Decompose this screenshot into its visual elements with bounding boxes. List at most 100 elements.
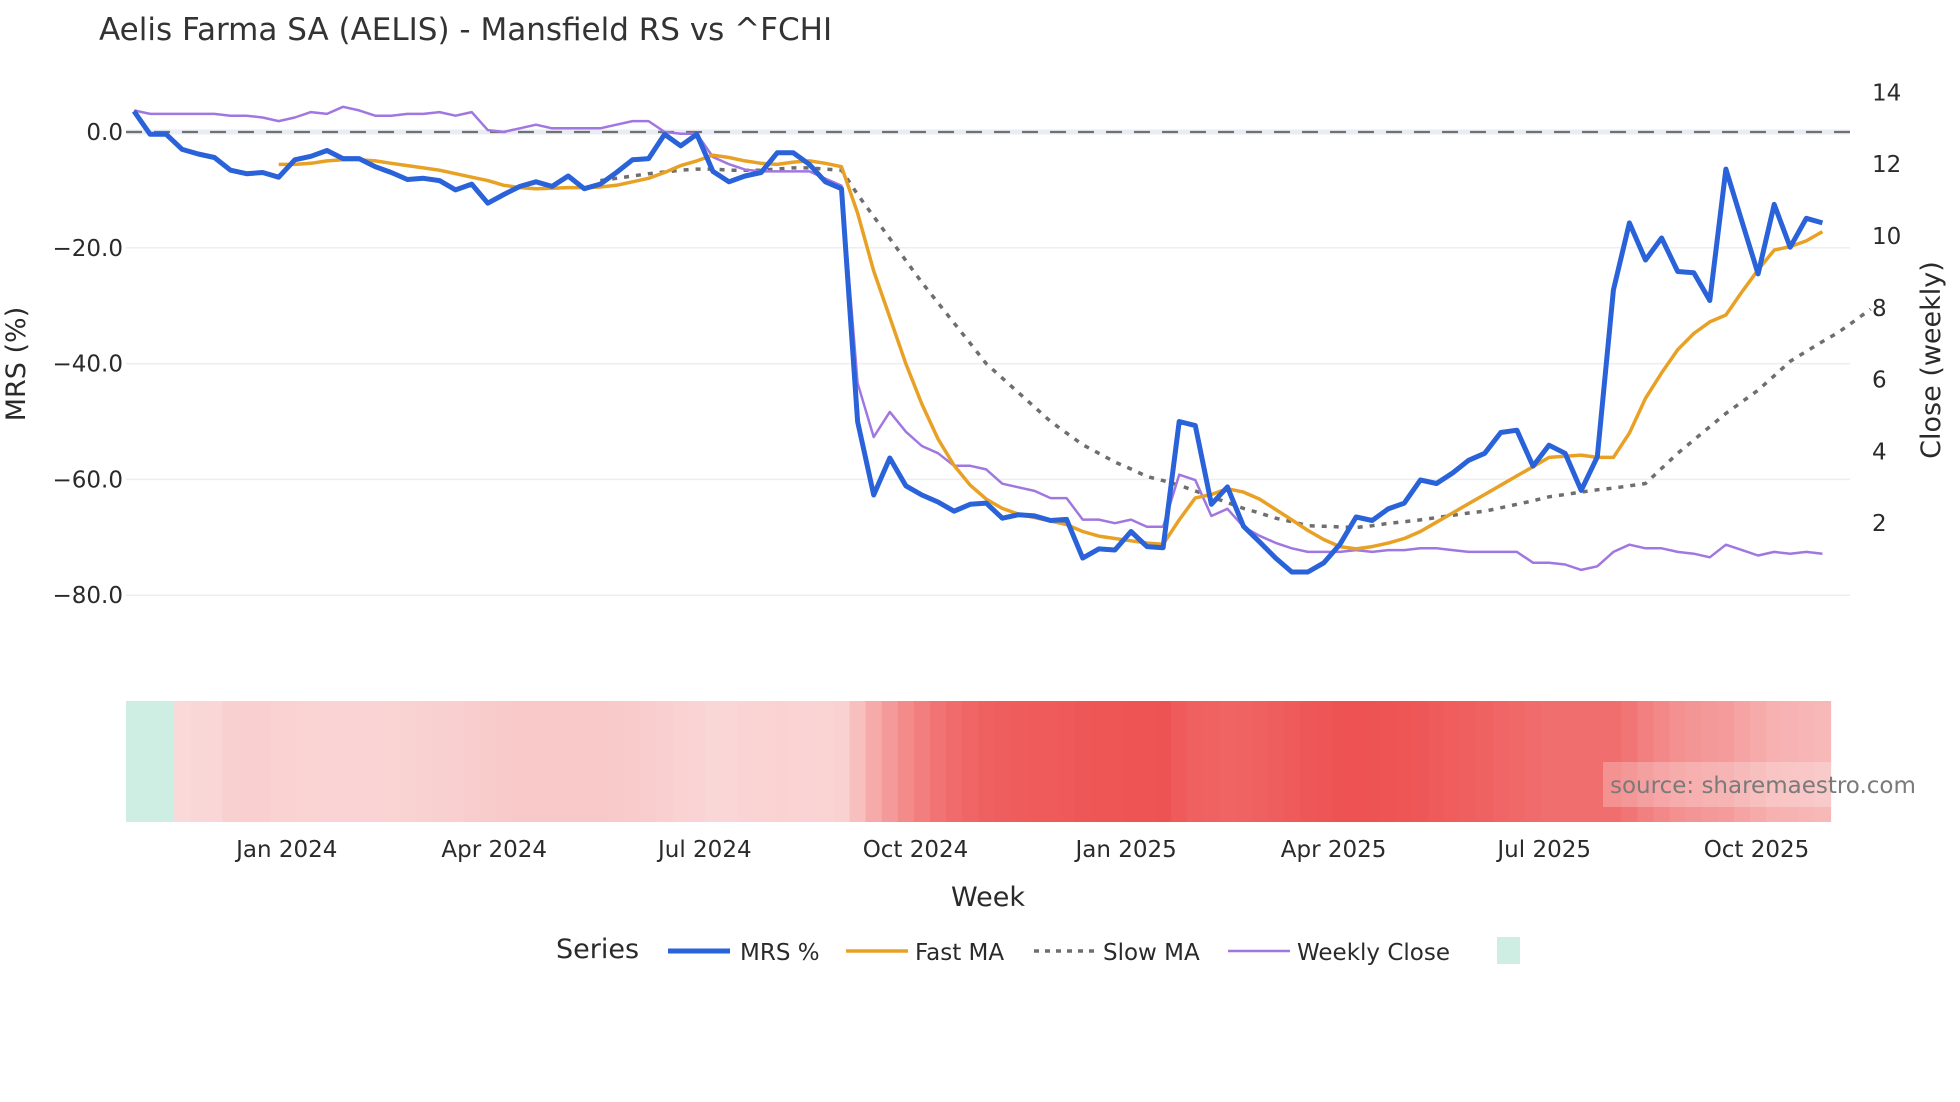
heatmap-cell xyxy=(1605,701,1622,822)
heatmap-cell xyxy=(608,701,626,822)
heatmap-cell xyxy=(1460,701,1478,822)
heatmap-cell xyxy=(126,701,143,822)
heatmap-cell xyxy=(1444,701,1462,822)
x-tick-label: Apr 2024 xyxy=(441,837,547,863)
right-tick-label: 4 xyxy=(1872,439,1887,465)
heatmap-cell xyxy=(737,701,754,822)
legend-fast-ma-label: Fast MA xyxy=(915,940,1004,966)
heatmap-cell xyxy=(930,701,947,822)
heatmap-cell xyxy=(351,701,368,822)
heatmap-cell xyxy=(1139,701,1156,822)
heatmap-cell xyxy=(335,701,352,822)
heatmap-cell xyxy=(1364,701,1381,822)
heatmap-cell xyxy=(1508,701,1526,822)
heatmap-cell xyxy=(495,701,513,822)
heatmap-cell xyxy=(1283,701,1301,822)
heatmap-cell xyxy=(1782,701,1799,822)
watermark-box xyxy=(1603,762,1850,807)
left-axis-title: MRS (%) xyxy=(1,307,32,422)
heatmap-cell xyxy=(1155,701,1172,822)
mrs-heatmap-strip xyxy=(126,701,1832,822)
x-tick-label: Jan 2025 xyxy=(1073,837,1176,863)
right-tick-label: 8 xyxy=(1872,296,1887,322)
heatmap-cell xyxy=(544,701,561,822)
watermark-text: source: sharemaestro.com xyxy=(1610,773,1916,799)
heatmap-cell xyxy=(1798,701,1815,822)
heatmap-cell xyxy=(1637,701,1655,822)
legend-item-heatmap[interactable] xyxy=(1497,937,1520,964)
heatmap-cell xyxy=(1412,701,1430,822)
heatmap-cell xyxy=(190,701,207,822)
heatmap-cell xyxy=(1074,701,1092,822)
heatmap-cell xyxy=(1026,701,1044,822)
heatmap-cell xyxy=(399,701,416,822)
legend-item-slow-ma[interactable]: Slow MA xyxy=(1034,940,1200,966)
heatmap-cell xyxy=(1428,701,1446,822)
heatmap-cell xyxy=(1653,701,1671,822)
legend-item-mrs[interactable]: MRS % xyxy=(668,940,820,966)
fast-ma-line xyxy=(278,153,1824,551)
right-tick-label: 12 xyxy=(1872,152,1901,178)
x-tick-label: Jul 2024 xyxy=(656,837,752,863)
heatmap-cell xyxy=(865,701,883,822)
series-lines xyxy=(131,105,1872,575)
heatmap-cell xyxy=(1332,701,1349,822)
heatmap-cell xyxy=(1685,701,1703,822)
legend-title: Series xyxy=(556,934,639,965)
heatmap-cell xyxy=(1299,701,1317,822)
heatmap-cell xyxy=(978,701,995,822)
heatmap-cell xyxy=(1058,701,1076,822)
heatmap-cell xyxy=(174,701,191,822)
heatmap-cell xyxy=(302,701,320,822)
heatmap-cell xyxy=(158,701,175,822)
heatmap-cell xyxy=(753,701,770,822)
heatmap-cell xyxy=(1380,701,1397,822)
legend-item-weekly-close[interactable]: Weekly Close xyxy=(1228,940,1450,966)
weekly-close-line xyxy=(133,105,1823,572)
heatmap-cell xyxy=(383,701,400,822)
heatmap-cell xyxy=(1171,701,1188,822)
heatmap-cell xyxy=(962,701,979,822)
heatmap-cell xyxy=(704,701,722,822)
x-tick-label: Oct 2025 xyxy=(1704,837,1810,863)
left-tick-label: −40.0 xyxy=(53,352,123,378)
x-axis-ticks: Jan 2024 Apr 2024 Jul 2024 Oct 2024 Jan 2025… xyxy=(234,837,1809,863)
heatmap-cell xyxy=(1348,701,1365,822)
heatmap-cell xyxy=(1476,701,1494,822)
left-tick-label: −20.0 xyxy=(53,236,123,262)
heatmap-cell xyxy=(785,701,802,822)
legend-item-fast-ma[interactable]: Fast MA xyxy=(846,940,1004,966)
heatmap-cell xyxy=(817,701,835,822)
right-axis-title: Close (weekly) xyxy=(1916,261,1947,459)
heatmap-cell xyxy=(1541,701,1558,822)
heatmap-cell xyxy=(1235,701,1253,822)
heatmap-cell xyxy=(801,701,818,822)
heatmap-cell xyxy=(286,701,304,822)
chart-title: Aelis Farma SA (AELIS) - Mansfield RS vs… xyxy=(99,12,832,48)
heatmap-cell xyxy=(1267,701,1285,822)
heatmap-cell xyxy=(1396,701,1413,822)
heatmap-cell xyxy=(672,701,690,822)
watermark: source: sharemaestro.com xyxy=(1603,762,1916,807)
heatmap-cell xyxy=(318,701,336,822)
heatmap-cell xyxy=(897,701,915,822)
heatmap-cell xyxy=(1621,701,1639,822)
legend-heatmap-swatch-icon xyxy=(1497,937,1520,964)
right-tick-label: 6 xyxy=(1872,368,1887,394)
heatmap-cell xyxy=(994,701,1011,822)
heatmap-cell xyxy=(1315,701,1333,822)
heatmap-cell xyxy=(624,701,642,822)
heatmap-cell xyxy=(849,701,867,822)
heatmap-cell xyxy=(463,701,481,822)
left-tick-label: 0.0 xyxy=(86,120,123,146)
heatmap-cell xyxy=(913,701,931,822)
heatmap-cell xyxy=(222,701,240,822)
heatmap-cell xyxy=(1589,701,1606,822)
legend-slow-ma-label: Slow MA xyxy=(1103,940,1200,966)
left-tick-label: −60.0 xyxy=(53,467,123,493)
x-tick-label: Jan 2024 xyxy=(234,837,337,863)
heatmap-cell xyxy=(1203,701,1220,822)
heatmap-cell xyxy=(1524,701,1542,822)
right-tick-label: 14 xyxy=(1872,80,1901,106)
